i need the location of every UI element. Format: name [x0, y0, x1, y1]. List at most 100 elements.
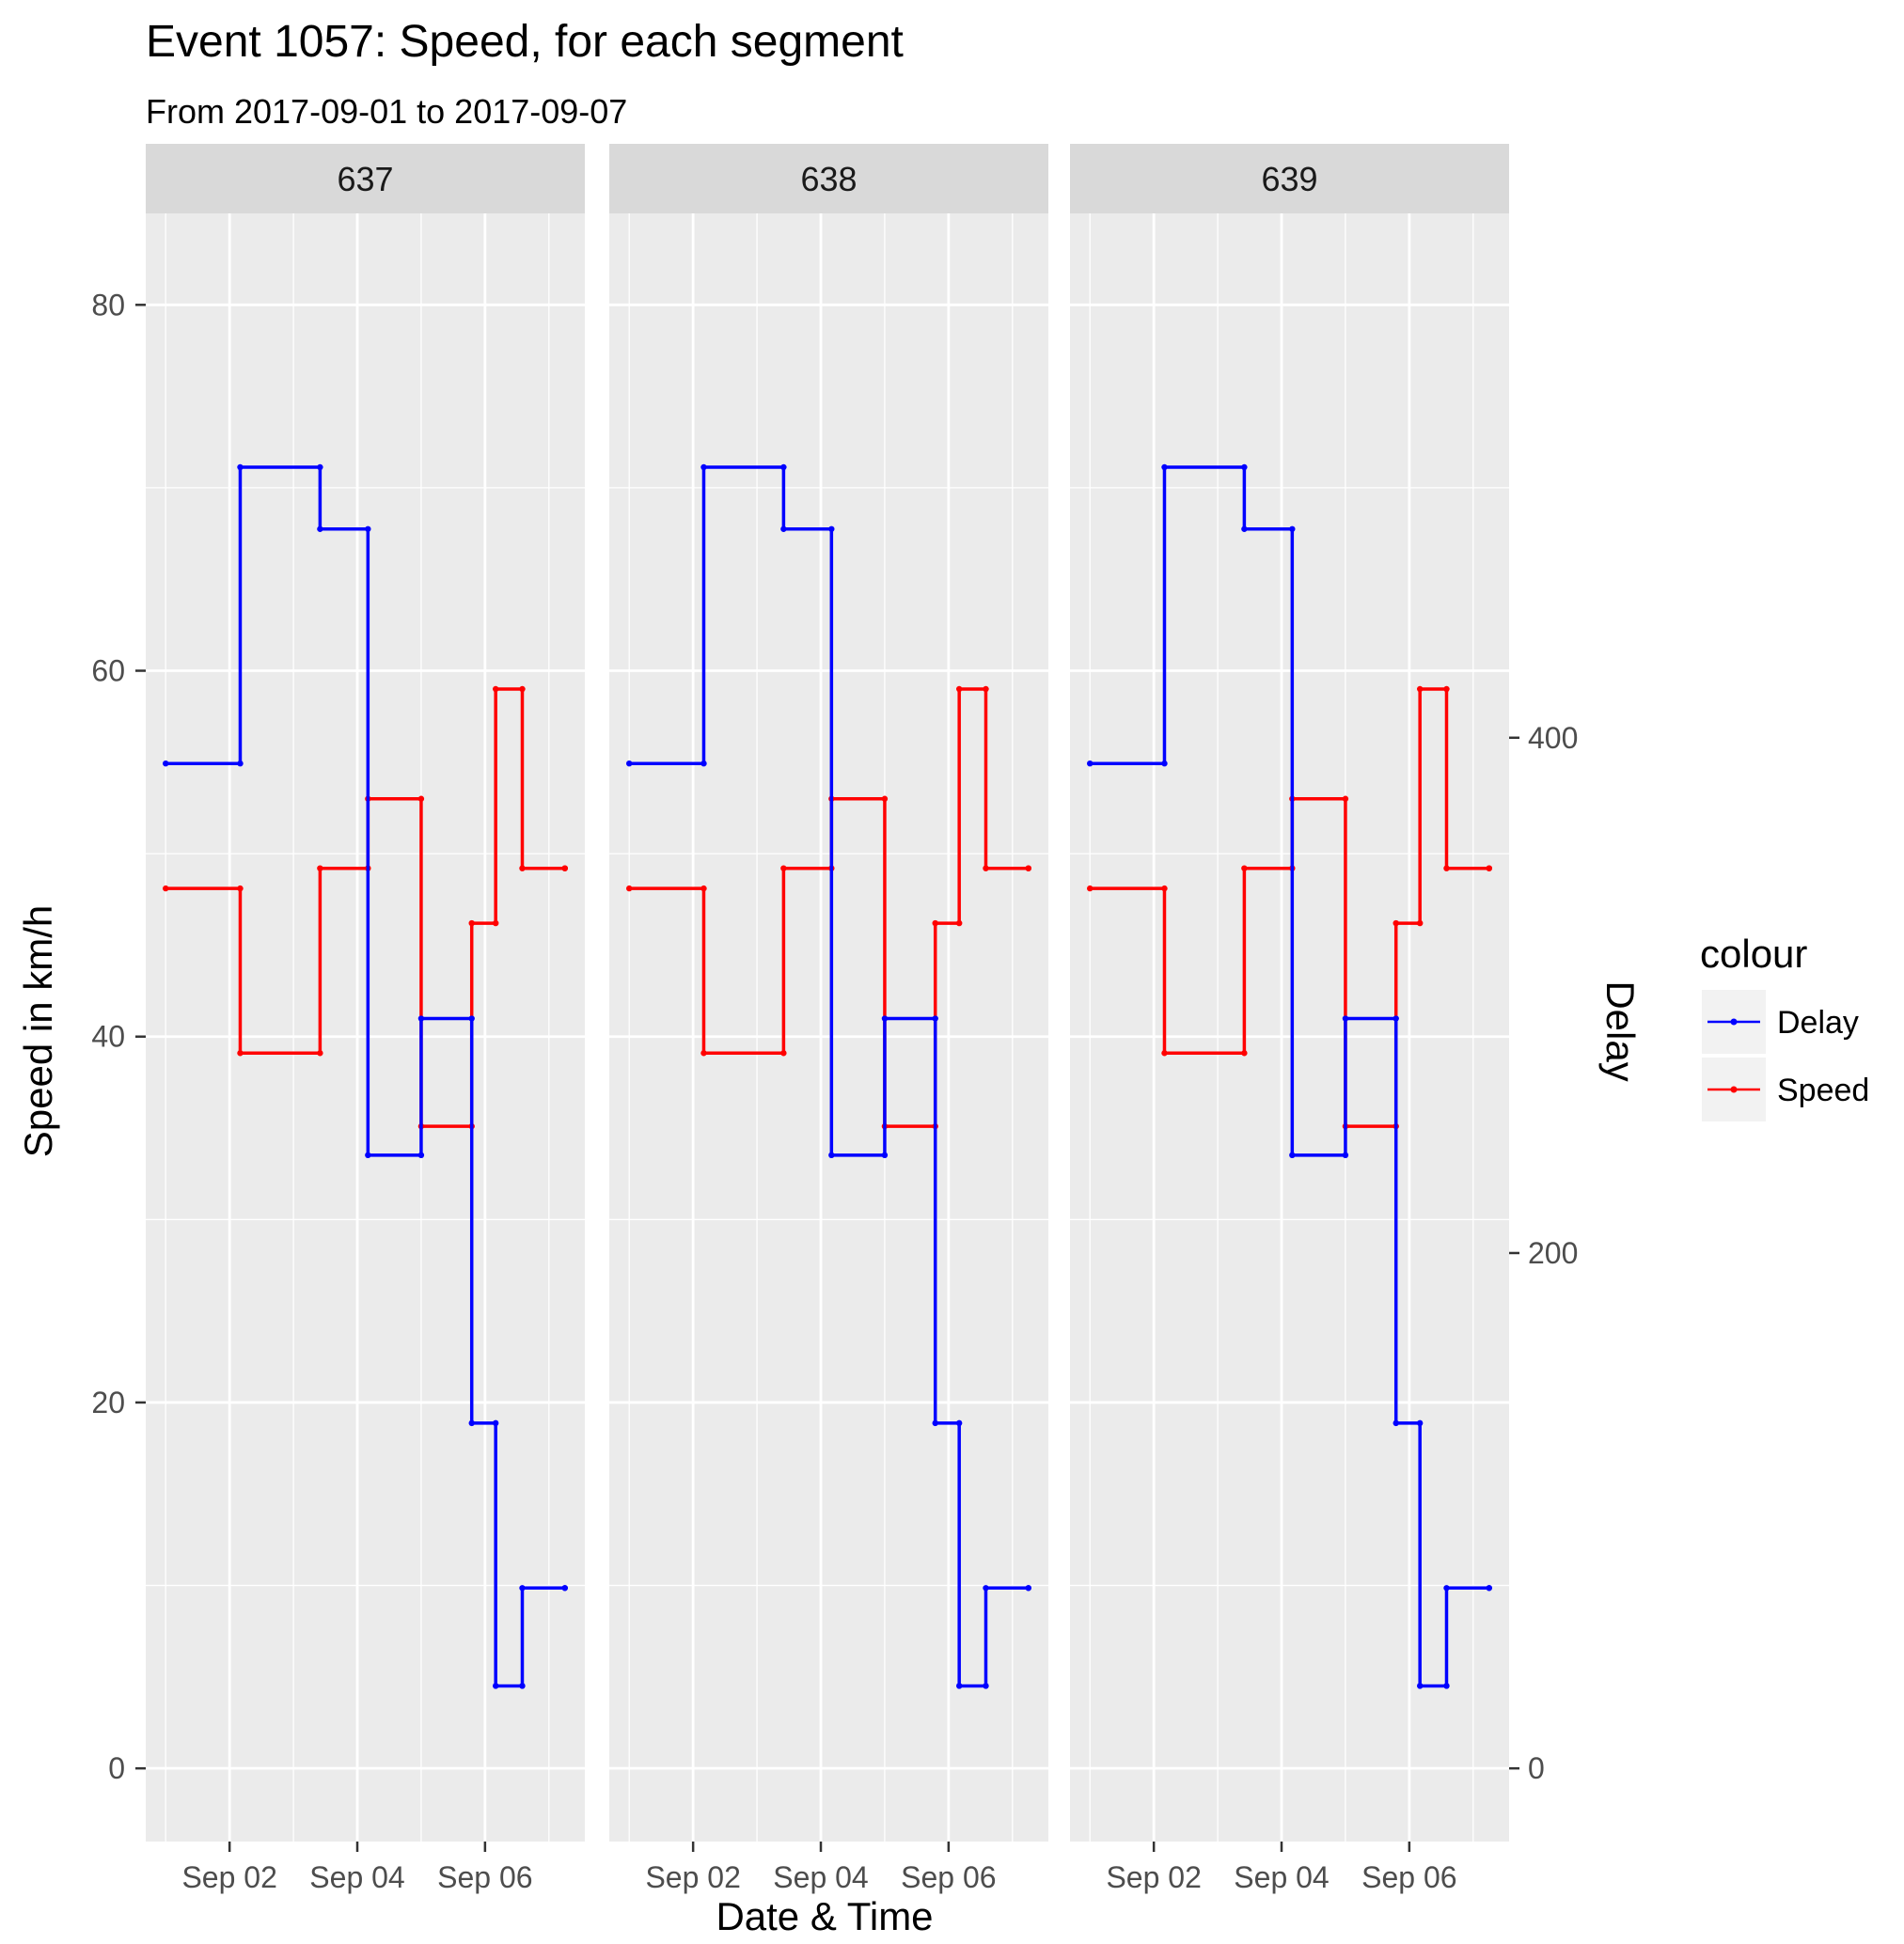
y2-tick-label: 200	[1528, 1236, 1578, 1270]
data-point-delay	[163, 760, 169, 767]
facet-panel-638: 638 Sep 02 Sep 04 Sep 06	[609, 144, 1048, 1894]
data-point-delay	[780, 525, 787, 532]
data-point-delay	[1025, 1585, 1031, 1591]
data-point-delay	[932, 1015, 938, 1022]
chart-title: Event 1057: Speed, for each segment	[146, 17, 904, 67]
data-point-delay	[519, 1683, 526, 1689]
series-line-delay	[1090, 465, 1489, 1688]
facet-strip-label: 637	[337, 160, 393, 198]
data-point-delay	[983, 1585, 989, 1591]
facet-panel-639: 639 Sep 02 Sep 04 Sep 06	[1070, 144, 1509, 1894]
data-point-delay	[881, 1152, 889, 1159]
data-point-delay	[932, 1419, 938, 1427]
data-point-delay	[1289, 525, 1296, 532]
data-point-speed	[237, 1050, 244, 1057]
y-tick-label: 20	[91, 1386, 125, 1419]
data-point-speed	[519, 685, 526, 693]
data-point-delay	[237, 760, 244, 767]
x-tick-label: Sep 06	[437, 1860, 532, 1894]
data-point-speed	[1241, 1050, 1248, 1057]
data-point-delay	[1443, 1585, 1450, 1591]
data-point-speed	[955, 685, 963, 693]
series-line-delay	[629, 465, 1029, 1688]
data-point-delay	[492, 1419, 499, 1427]
data-point-speed	[1087, 885, 1094, 892]
data-point-delay	[1416, 1683, 1424, 1689]
data-point-delay	[365, 1152, 371, 1159]
data-point-speed	[317, 1050, 323, 1057]
data-point-speed	[317, 865, 323, 871]
data-point-delay	[828, 1152, 835, 1159]
data-point-speed	[932, 919, 938, 927]
data-point-speed	[1241, 865, 1248, 871]
data-point-delay	[955, 1683, 963, 1689]
data-point-delay	[881, 1015, 889, 1022]
y-tick-label: 0	[108, 1751, 125, 1785]
y-tick-label: 40	[91, 1020, 125, 1054]
facet-strip	[146, 144, 585, 213]
data-point-speed	[955, 919, 963, 927]
data-point-delay	[1416, 1419, 1424, 1427]
data-point-delay	[417, 1015, 425, 1022]
data-point-delay	[828, 525, 835, 532]
data-point-speed	[1393, 919, 1399, 927]
data-point-delay	[1486, 1585, 1492, 1591]
legend-label-speed: Speed	[1777, 1073, 1869, 1108]
data-point-delay	[468, 1419, 475, 1427]
data-point-delay	[1342, 1152, 1349, 1159]
data-point-delay	[626, 760, 633, 767]
series-line-delay	[165, 465, 565, 1688]
facet-panel-637: 637 Sep 02 Sep 04 Sep 06	[146, 144, 585, 1894]
data-point-delay	[561, 1585, 568, 1591]
data-point-delay	[417, 1152, 425, 1159]
data-point-delay	[468, 1015, 475, 1022]
data-point-delay	[1342, 1015, 1349, 1022]
data-point-speed	[237, 885, 244, 892]
y2-axis: 0 200 400	[1509, 721, 1578, 1785]
data-point-speed	[983, 685, 989, 693]
facet-strip	[609, 144, 1048, 213]
data-point-speed	[492, 685, 499, 693]
data-point-speed	[1161, 1050, 1168, 1057]
x-tick-label: Sep 06	[901, 1860, 996, 1894]
facet-panels: 637 Sep 02 Sep 04 Sep 06 638 Sep 02 Sep 04 Sep …	[146, 144, 1509, 1894]
panel-background	[609, 213, 1048, 1842]
x-tick-label: Sep 02	[181, 1860, 276, 1894]
data-point-delay	[983, 1683, 989, 1689]
panel-background	[1070, 213, 1509, 1842]
data-point-speed	[1443, 865, 1450, 871]
data-point-delay	[1241, 463, 1248, 471]
data-point-speed	[561, 865, 568, 871]
x-axis-label: Date & Time	[716, 1894, 933, 1938]
data-point-delay	[492, 1683, 499, 1689]
x-tick-label: Sep 06	[1361, 1860, 1456, 1894]
data-point-delay	[1087, 760, 1094, 767]
data-point-speed	[163, 885, 169, 892]
data-point-delay	[700, 760, 707, 767]
x-tick-label: Sep 04	[773, 1860, 868, 1894]
y2-axis-label: Delay	[1598, 980, 1643, 1081]
legend-label-delay: Delay	[1777, 1005, 1859, 1041]
data-point-delay	[1393, 1419, 1399, 1427]
data-point-speed	[519, 865, 526, 871]
y2-tick-label: 400	[1528, 721, 1578, 755]
data-point-speed	[780, 865, 787, 871]
data-point-delay	[955, 1419, 963, 1427]
data-point-speed	[417, 795, 425, 802]
data-point-speed	[983, 865, 989, 871]
data-point-speed	[492, 919, 499, 927]
data-point-speed	[1416, 685, 1424, 693]
legend-key-point-speed	[1730, 1086, 1738, 1093]
data-point-speed	[468, 919, 475, 927]
data-point-delay	[317, 463, 323, 471]
x-tick-label: Sep 04	[309, 1860, 404, 1894]
y-axis: 0 20 40 60 80	[91, 288, 146, 1785]
facet-strip-label: 638	[800, 160, 857, 198]
data-point-delay	[519, 1585, 526, 1591]
data-point-speed	[1443, 685, 1450, 693]
data-point-delay	[317, 525, 323, 532]
x-tick-label: Sep 02	[1106, 1860, 1201, 1894]
facet-strip	[1070, 144, 1509, 213]
x-tick-label: Sep 02	[645, 1860, 740, 1894]
